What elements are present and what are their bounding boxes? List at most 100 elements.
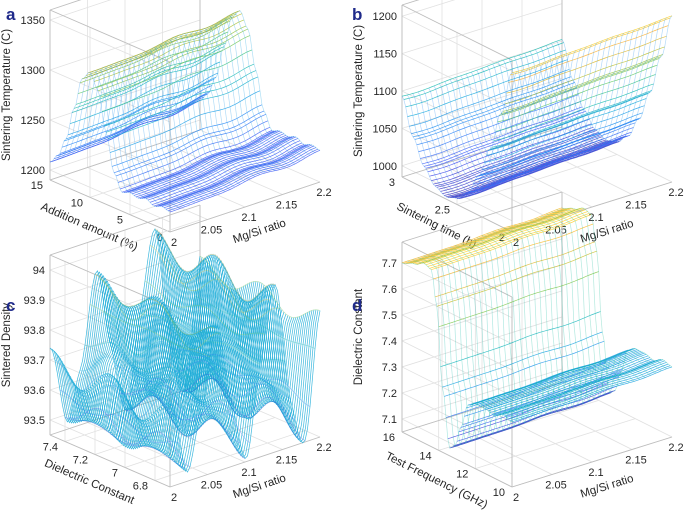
x-tick-label: 2.1 <box>588 467 603 479</box>
surface-line <box>63 78 215 142</box>
surface-line <box>511 366 673 423</box>
surface-line <box>141 136 293 199</box>
back-wall-grid-line <box>401 316 563 368</box>
surface-line <box>423 255 534 442</box>
surface-line <box>67 72 219 136</box>
surface-line <box>407 260 518 447</box>
z-tick-label: 7.1 <box>382 414 397 426</box>
surface-line <box>561 15 673 143</box>
surface-line <box>475 348 636 404</box>
surface-line <box>64 66 186 208</box>
surface-line <box>93 19 245 82</box>
surface-line <box>476 46 587 174</box>
surface-line <box>502 359 663 416</box>
surface-line <box>65 251 217 422</box>
surface-line <box>144 32 266 174</box>
surface-line <box>545 213 657 400</box>
surface-line <box>184 18 306 159</box>
z-tick-label: 93.8 <box>24 325 45 337</box>
surface-line <box>477 349 638 405</box>
z-tick-label: 1150 <box>373 49 397 61</box>
surface-line <box>125 279 277 447</box>
surface-line <box>149 140 301 203</box>
surface-line <box>511 15 673 74</box>
surface-line <box>454 53 566 181</box>
surface-line <box>129 287 281 447</box>
x-tick-label: 2.1 <box>588 212 603 224</box>
surface-line <box>439 250 550 437</box>
z-tick-label: 93.5 <box>24 415 45 427</box>
surface-line <box>460 243 571 430</box>
y-axis-label: Dielectric Constant <box>43 458 137 508</box>
surface-line <box>129 38 251 180</box>
surface-line <box>153 292 305 459</box>
surface-line <box>49 71 171 213</box>
surface-line <box>455 390 616 446</box>
surface-line <box>123 274 275 448</box>
surface-line <box>422 66 534 193</box>
y-tick-label: 2 <box>499 232 505 244</box>
surface-line <box>444 57 555 185</box>
surface-line <box>125 130 277 193</box>
surface-line <box>155 144 307 207</box>
back-wall-grid-line <box>401 0 456 17</box>
surface-line <box>143 136 295 199</box>
panel-c: 22.052.12.152.26.877.27.493.593.693.793.… <box>1 204 332 508</box>
surface-line <box>159 29 281 170</box>
surface-line <box>84 59 206 200</box>
surface-line <box>121 130 273 193</box>
side-wall-grid-line <box>401 314 513 371</box>
z-tick-label: 1350 <box>21 15 45 27</box>
box-edge <box>401 191 563 243</box>
surface-line <box>535 218 646 405</box>
surface-line <box>199 255 321 318</box>
surface-line <box>139 34 261 175</box>
surface-line <box>179 21 301 162</box>
floor-grid-line <box>456 154 618 205</box>
surface-line <box>154 228 276 302</box>
surface-line <box>89 304 211 358</box>
tick-labels: 2 2.05 2.1 2.15 2.2 10 12 14 16 7.1 7.2 7.3 7.4 7.5 7.… <box>382 258 684 504</box>
surface-line <box>442 136 603 194</box>
x-tick-label: 2.05 <box>545 225 566 237</box>
surface-line <box>425 110 586 169</box>
surface-line <box>487 233 598 420</box>
surface-line <box>405 49 566 108</box>
box-edge <box>49 0 82 11</box>
surface-line <box>429 212 590 269</box>
panel-letter: c <box>6 296 15 315</box>
surface-line <box>412 207 574 264</box>
y-tick-label: 7.4 <box>43 442 58 454</box>
y-axis-label: Test Frequency (GHz) <box>383 450 489 511</box>
back-wall-grid-line <box>49 219 201 271</box>
surface-line <box>455 245 566 432</box>
surface-line <box>149 31 271 173</box>
surface-line <box>508 363 669 420</box>
surface-mesh <box>49 228 321 473</box>
surface-line <box>444 248 555 435</box>
surface-line <box>449 246 561 433</box>
surface-line <box>149 244 271 313</box>
surface-line <box>405 208 566 265</box>
surface-line <box>174 360 296 421</box>
surface-line <box>497 64 658 123</box>
surface-line <box>524 29 635 157</box>
surface-line <box>473 348 634 404</box>
surface-line <box>119 126 271 190</box>
surface-line <box>69 61 221 125</box>
surface-line <box>478 118 640 177</box>
surface-line <box>129 378 251 444</box>
surface-line <box>422 207 583 264</box>
back-wall-grid-line <box>401 78 563 129</box>
surface-line <box>101 255 253 443</box>
surface-line <box>89 10 241 73</box>
z-tick-label: 1050 <box>373 123 397 135</box>
surface-line <box>418 94 579 152</box>
y-tick-label: 6.8 <box>133 481 148 493</box>
surface-line <box>431 214 592 271</box>
surface-line <box>97 28 249 92</box>
surface-line <box>438 59 550 187</box>
surface-line <box>503 227 614 414</box>
surface-line <box>401 72 513 200</box>
